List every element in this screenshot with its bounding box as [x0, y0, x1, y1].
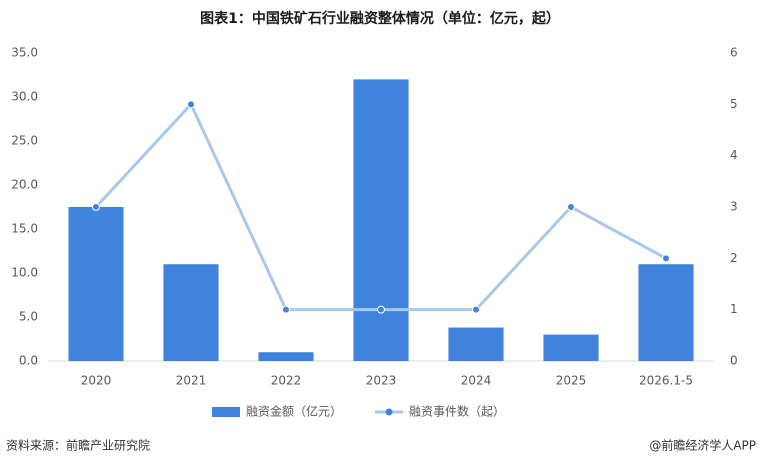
- credit: @前瞻经济学人APP: [649, 438, 756, 453]
- y2-tick-label: 2: [730, 251, 738, 265]
- legend-label: 融资金额（亿元）: [246, 404, 342, 419]
- y2-tick-label: 3: [730, 200, 738, 214]
- x-tick-label: 2025: [556, 374, 587, 388]
- y-tick-label: 20.0: [11, 178, 38, 192]
- marker: [662, 254, 670, 263]
- x-tick-label: 2023: [366, 374, 397, 388]
- y2-tick-label: 5: [730, 97, 738, 111]
- y-tick-label: 25.0: [11, 134, 38, 148]
- bar: [448, 327, 504, 361]
- bar: [353, 79, 409, 362]
- y2-tick-label: 6: [730, 46, 738, 60]
- marker: [567, 203, 575, 211]
- bar: [68, 207, 124, 361]
- y-tick-label: 5.0: [19, 310, 38, 324]
- x-tick-label: 2024: [461, 374, 492, 388]
- y-tick-label: 30.0: [11, 90, 38, 104]
- x-tick-label: 2022: [271, 374, 302, 388]
- x-tick-label: 2021: [176, 374, 207, 388]
- marker: [282, 305, 290, 314]
- marker: [377, 305, 385, 314]
- x-tick-label: 2026.1-5: [639, 374, 693, 388]
- source: 资料来源：前瞻产业研究院: [6, 438, 150, 453]
- marker: [472, 305, 480, 314]
- chart-title: 图表1：中国铁矿石行业融资整体情况（单位：亿元，起）: [200, 10, 560, 27]
- y-tick-label: 35.0: [11, 46, 38, 60]
- legend-swatch: [212, 407, 240, 417]
- y2-tick-label: 0: [730, 354, 738, 368]
- bar: [258, 352, 314, 361]
- y-tick-label: 15.0: [11, 222, 38, 236]
- marker: [187, 100, 195, 109]
- legend-label: 融资事件数（起）: [409, 404, 505, 419]
- y2-tick-label: 4: [730, 148, 738, 162]
- y-tick-label: 0.0: [19, 354, 38, 368]
- legend-marker: [385, 408, 393, 416]
- bar: [163, 264, 219, 361]
- y2-tick-label: 1: [730, 302, 738, 316]
- bar: [638, 264, 694, 361]
- y-tick-label: 10.0: [11, 266, 38, 280]
- marker: [92, 203, 100, 211]
- x-tick-label: 2020: [81, 374, 112, 388]
- bar: [543, 334, 599, 361]
